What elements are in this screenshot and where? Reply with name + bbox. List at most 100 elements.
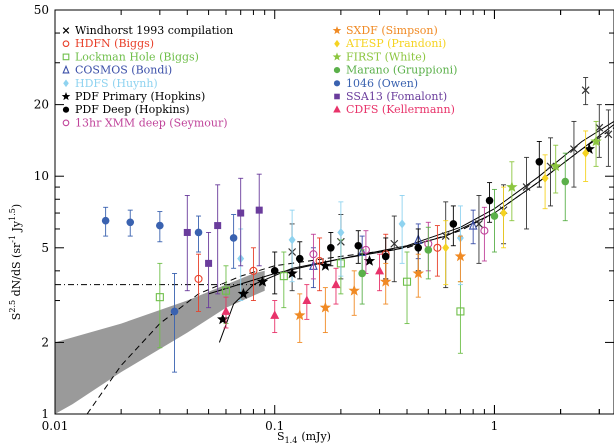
data-point bbox=[302, 295, 312, 305]
legend-right-entry: ATESP (Prandoni) bbox=[345, 37, 446, 50]
y-axis-label: S2.5 dN/dS (sr-1 Jy1.5) bbox=[8, 204, 23, 320]
y-tick-label: 2 bbox=[41, 335, 49, 349]
data-point bbox=[288, 235, 296, 245]
series-pdf-primary-hopkins- bbox=[217, 143, 595, 325]
data-point bbox=[221, 306, 231, 315]
legend-left-marker bbox=[63, 79, 69, 88]
data-point bbox=[237, 209, 245, 217]
legend-right-marker bbox=[333, 67, 341, 74]
data-point bbox=[327, 243, 335, 252]
data-point bbox=[380, 275, 392, 287]
data-point bbox=[433, 243, 442, 252]
data-point bbox=[229, 234, 238, 242]
data-point bbox=[583, 143, 595, 154]
data-point bbox=[101, 216, 110, 225]
series-first-white- bbox=[506, 120, 602, 222]
legend-left-entry: PDF Primary (Hopkins) bbox=[75, 90, 205, 103]
data-point bbox=[390, 239, 399, 248]
legend-right-entry: Marano (Gruppioni) bbox=[346, 64, 457, 77]
legend-left-entry: Windhorst 1993 compilation bbox=[75, 24, 233, 37]
data-point bbox=[214, 222, 222, 230]
x-axis-label: S1.4 (mJy) bbox=[277, 430, 331, 445]
data-point bbox=[315, 256, 324, 266]
data-point bbox=[294, 309, 306, 321]
data-point bbox=[414, 243, 423, 252]
data-point bbox=[535, 157, 544, 166]
legend-left-entry: 13hr XMM deep (Seymour) bbox=[75, 116, 228, 129]
data-point bbox=[485, 196, 494, 205]
data-point bbox=[582, 148, 590, 158]
y-tick-label: 1 bbox=[41, 407, 49, 421]
data-point bbox=[348, 284, 360, 296]
data-point bbox=[249, 266, 258, 275]
data-point bbox=[506, 181, 518, 192]
legend-left-marker bbox=[62, 53, 70, 61]
legend-left-marker bbox=[62, 106, 70, 113]
series-pdf-deep-hopkins- bbox=[270, 141, 544, 295]
legend-left-entry: PDF Deep (Hopkins) bbox=[75, 103, 189, 116]
data-point bbox=[286, 267, 298, 279]
data-point bbox=[270, 267, 279, 275]
series-1046-owen- bbox=[101, 206, 238, 373]
data-point bbox=[217, 313, 229, 325]
legend-left-entry: Lockman Hole (Biggs) bbox=[75, 50, 199, 63]
data-point bbox=[412, 267, 424, 279]
data-point bbox=[468, 219, 478, 230]
data-point bbox=[309, 250, 318, 259]
legend-right-entry: 1046 (Owen) bbox=[346, 77, 418, 90]
legend-right-marker bbox=[334, 39, 340, 48]
data-point bbox=[381, 252, 390, 261]
data-point bbox=[363, 255, 376, 266]
data-point bbox=[550, 160, 562, 172]
data-point bbox=[331, 279, 341, 289]
data-point bbox=[279, 272, 288, 281]
legend-left-entry: COSMOS (Bondi) bbox=[75, 64, 172, 77]
legend-right-entry: SXDF (Simpson) bbox=[346, 24, 438, 37]
data-point bbox=[456, 307, 465, 316]
legend-left-entry: HDFS (Huynh) bbox=[75, 77, 158, 90]
data-point bbox=[375, 265, 385, 275]
data-point bbox=[522, 183, 531, 192]
data-point bbox=[454, 250, 467, 262]
x-axis-label-unit: (mJy) bbox=[301, 430, 331, 443]
data-point bbox=[126, 218, 135, 227]
axis-tick-layer: 0.01 0.1 1 1 2 5 10 20 50 bbox=[34, 3, 614, 433]
series-atesp-prandoni- bbox=[442, 130, 590, 286]
data-point bbox=[490, 212, 499, 220]
data-point bbox=[500, 208, 508, 218]
data-point bbox=[595, 123, 604, 132]
data-point bbox=[442, 243, 450, 253]
data-point bbox=[358, 269, 366, 278]
data-point bbox=[590, 135, 602, 147]
legend-right-entry: CDFS (Kellermann) bbox=[346, 103, 455, 116]
legend-right-entry: SSA13 (Fomalont) bbox=[346, 90, 447, 103]
y-tick-label: 10 bbox=[34, 169, 49, 183]
data-point bbox=[221, 286, 231, 295]
data-point bbox=[581, 86, 590, 95]
x-tick-label: 1 bbox=[491, 419, 499, 433]
data-point bbox=[354, 241, 363, 250]
x-axis-label-sub: 1.4 bbox=[285, 436, 298, 445]
data-point bbox=[194, 274, 203, 283]
data-point bbox=[295, 254, 304, 263]
legend-right-marker bbox=[332, 52, 342, 61]
data-point bbox=[480, 226, 489, 235]
data-point bbox=[424, 246, 433, 254]
x-tick-label: 0.01 bbox=[42, 419, 69, 433]
legend-right-marker bbox=[334, 93, 340, 100]
data-point bbox=[561, 177, 570, 186]
data-point bbox=[319, 259, 332, 271]
legend-right-entry: FIRST (White) bbox=[346, 50, 426, 63]
data-point bbox=[205, 259, 213, 267]
data-point bbox=[156, 221, 164, 230]
legend-right-marker bbox=[333, 80, 341, 87]
legend-left-entry: HDFN (Biggs) bbox=[75, 37, 154, 50]
data-point bbox=[449, 220, 458, 228]
data-point bbox=[604, 130, 613, 139]
data-point bbox=[570, 145, 578, 154]
legend-left-marker bbox=[62, 27, 70, 34]
data-point bbox=[319, 301, 332, 313]
data-point bbox=[155, 293, 164, 302]
